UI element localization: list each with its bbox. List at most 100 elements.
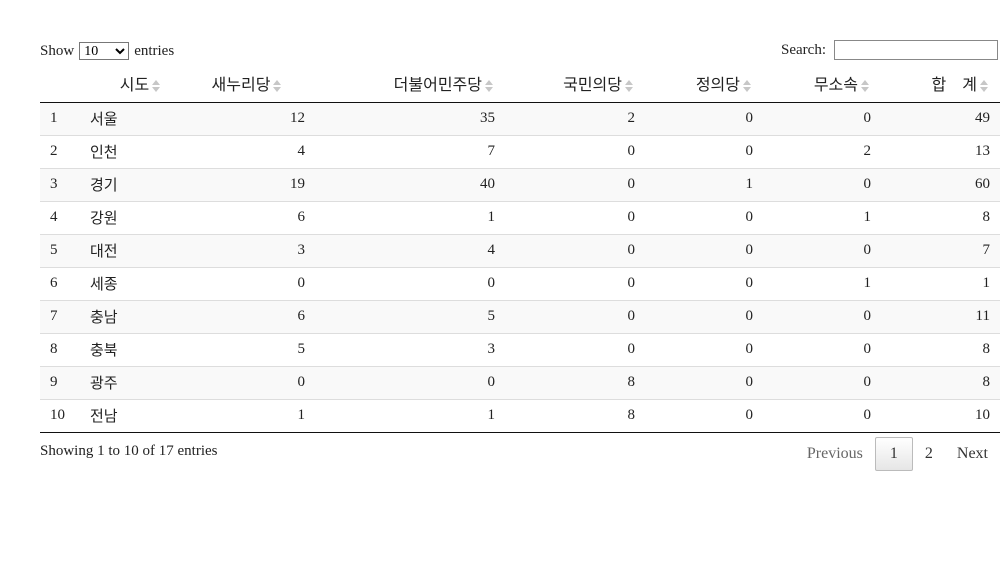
seat-count-cell: 8 [881,200,1000,234]
seat-count-cell: 0 [645,233,763,267]
page-length-select[interactable]: 10 [79,42,130,60]
page-2-button[interactable]: 2 [924,444,933,462]
sort-arrows-icon [861,80,869,93]
column-header-label: 정의당 [695,76,740,94]
table-row[interactable]: 3 경기 19 40 0 1 0 60 [40,167,1000,201]
table-row[interactable]: 10 전남 1 1 8 0 0 10 [40,398,1000,433]
seat-count-cell: 10 [881,398,1000,433]
seat-count-cell: 1 [645,167,763,201]
table-row[interactable]: 8 충북 5 3 0 0 0 8 [40,332,1000,366]
seat-count-cell: 7 [881,233,1000,267]
column-header[interactable]: 더불어민주당 [315,64,505,103]
search-input[interactable] [834,40,998,60]
table-row[interactable]: 2 인천 4 7 0 0 2 13 [40,134,1000,168]
row-index-cell: 9 [40,365,90,399]
row-index-cell: 5 [40,233,90,267]
seat-count-cell: 2 [763,134,881,168]
seat-count-cell: 1 [881,266,1000,300]
column-header[interactable]: 시도 [90,64,190,103]
previous-page-button[interactable]: Previous [806,444,863,462]
sort-arrows-icon [485,80,493,93]
seat-count-cell: 7 [315,134,505,168]
sort-arrows-icon [152,80,161,93]
table-row[interactable]: 9 광주 0 0 8 0 0 8 [40,365,1000,399]
row-index-cell: 8 [40,332,90,366]
sort-arrows-icon [625,80,633,93]
table-row[interactable]: 7 충남 6 5 0 0 0 11 [40,299,1000,333]
column-header-index[interactable] [40,64,90,103]
table-controls: Show 10 entries Search: [40,40,1000,64]
seat-count-cell: 0 [763,167,881,201]
datatable-wrapper: Show 10 entries Search: 시도 새누리당 더불어민주당 국민의당… [40,40,1000,473]
row-index-cell: 1 [40,102,90,135]
seat-count-cell: 8 [505,398,645,433]
seat-count-cell: 13 [881,134,1000,168]
seat-count-cell: 6 [190,200,315,234]
row-index-cell: 10 [40,398,90,433]
sort-arrows-icon [980,80,988,93]
region-cell: 강원 [90,200,190,234]
seat-count-cell: 0 [645,134,763,168]
region-cell: 충남 [90,299,190,333]
table-row[interactable]: 1 서울 12 35 2 0 0 49 [40,102,1000,135]
seat-count-cell: 8 [881,365,1000,399]
row-index-cell: 6 [40,266,90,300]
page-length-control: Show 10 entries [40,42,174,60]
table-footer: Showing 1 to 10 of 17 entries Previous 1… [40,433,1000,473]
seat-count-cell: 0 [645,299,763,333]
seat-count-cell: 0 [505,266,645,300]
search-label: Search: [781,41,826,58]
seat-count-cell: 1 [763,200,881,234]
page-1-button[interactable]: 1 [874,436,913,471]
region-cell: 전남 [90,398,190,433]
column-header[interactable]: 국민의당 [505,64,645,103]
seat-count-cell: 6 [190,299,315,333]
region-cell: 대전 [90,233,190,267]
seat-count-cell: 0 [763,398,881,433]
column-header[interactable]: 새누리당 [190,64,315,103]
data-table: 시도 새누리당 더불어민주당 국민의당 정의당 무소속 합 계 1 서울 12 35 2 0 0 49 2 인… [40,64,1000,433]
column-header-label: 합 계 [931,76,977,94]
seat-count-cell: 0 [763,233,881,267]
seat-count-cell: 35 [315,102,505,135]
search-control: Search: [781,40,998,60]
row-index-cell: 7 [40,299,90,333]
column-header-label: 무소속 [813,76,858,94]
seat-count-cell: 8 [881,332,1000,366]
sort-arrows-icon [273,80,282,93]
seat-count-cell: 0 [763,365,881,399]
seat-count-cell: 1 [190,398,315,433]
region-cell: 세종 [90,266,190,300]
header-row: 시도 새누리당 더불어민주당 국민의당 정의당 무소속 합 계 [40,64,1000,103]
seat-count-cell: 0 [505,200,645,234]
row-index-cell: 4 [40,200,90,234]
seat-count-cell: 0 [763,332,881,366]
seat-count-cell: 0 [505,134,645,168]
region-cell: 인천 [90,134,190,168]
seat-count-cell: 2 [505,102,645,135]
entries-label: entries [134,42,175,59]
seat-count-cell: 1 [315,398,505,433]
seat-count-cell: 1 [315,200,505,234]
seat-count-cell: 0 [315,365,505,399]
seat-count-cell: 0 [645,266,763,300]
seat-count-cell: 0 [645,332,763,366]
region-cell: 서울 [90,102,190,135]
row-index-cell: 3 [40,167,90,201]
seat-count-cell: 0 [505,299,645,333]
seat-count-cell: 0 [763,102,881,135]
row-index-cell: 2 [40,134,90,168]
seat-count-cell: 0 [505,167,645,201]
table-row[interactable]: 5 대전 3 4 0 0 0 7 [40,233,1000,267]
seat-count-cell: 4 [190,134,315,168]
table-row[interactable]: 4 강원 6 1 0 0 1 8 [40,200,1000,234]
seat-count-cell: 0 [505,332,645,366]
seat-count-cell: 40 [315,167,505,201]
table-info: Showing 1 to 10 of 17 entries [40,442,218,459]
table-row[interactable]: 6 세종 0 0 0 0 1 1 [40,266,1000,300]
column-header[interactable]: 무소속 [763,64,881,103]
column-header[interactable]: 정의당 [645,64,763,103]
seat-count-cell: 12 [190,102,315,135]
column-header[interactable]: 합 계 [881,64,1000,103]
next-page-button[interactable]: Next [956,444,988,462]
